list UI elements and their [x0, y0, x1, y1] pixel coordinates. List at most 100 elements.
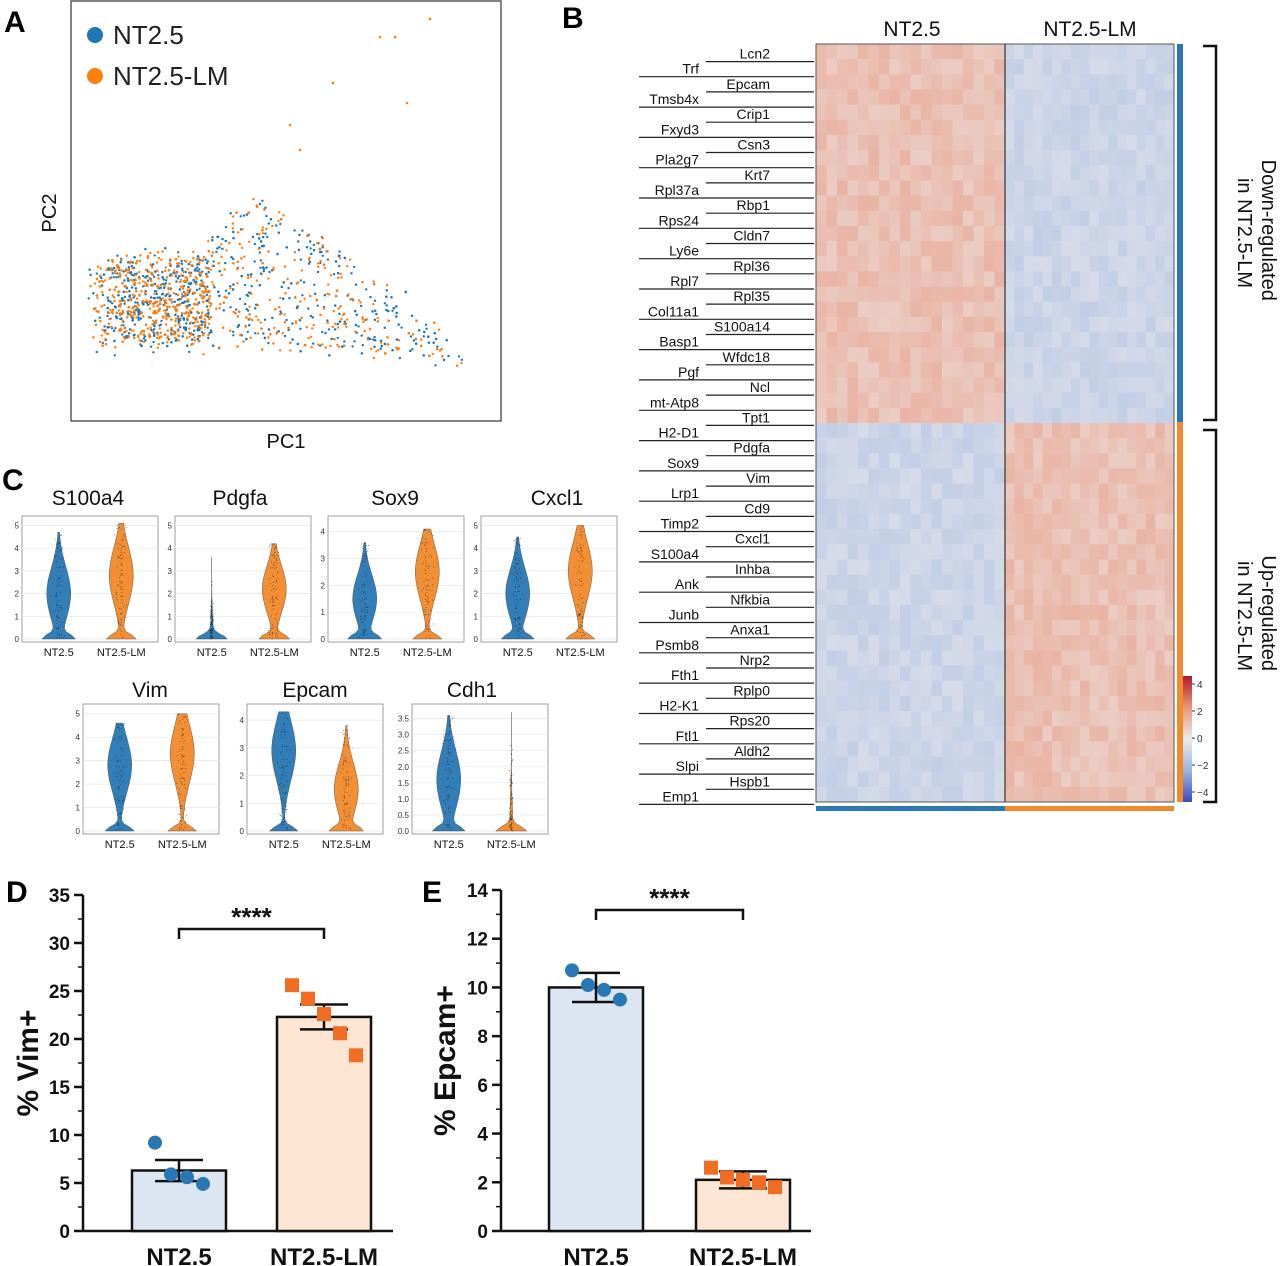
heatmap-cell	[1005, 180, 1015, 196]
violin-point	[57, 578, 59, 580]
scatter-point-nt25	[128, 294, 131, 297]
scatter-point-nt25	[114, 326, 117, 330]
violin-point	[121, 599, 123, 601]
scatter-point-nt25lm	[305, 325, 308, 329]
scatter-point-nt25	[187, 286, 190, 289]
heatmap-cell	[973, 756, 985, 773]
violin-point	[123, 616, 125, 618]
scatter-point-nt25	[240, 274, 243, 278]
violin-point	[55, 574, 57, 576]
violin-point	[115, 594, 117, 595]
violin-point	[423, 610, 425, 612]
scatter-point-nt25lm	[223, 268, 226, 271]
violin-point	[364, 552, 366, 554]
heatmap-cell	[973, 180, 985, 196]
heatmap-cell	[1061, 559, 1072, 575]
scatter-point-nt25lm	[184, 295, 187, 298]
heatmap-cell	[816, 286, 827, 303]
heatmap-cell	[868, 392, 880, 409]
scatter-point-nt25lm	[248, 305, 251, 308]
heatmap-cell	[826, 165, 838, 181]
violin-point	[426, 596, 428, 598]
heatmap-cell	[868, 726, 880, 742]
scatter-point-nt25	[373, 318, 377, 321]
heatmap-cell	[1136, 301, 1147, 318]
scatter-point-nt25	[218, 270, 221, 273]
violin-point	[519, 545, 521, 547]
heatmap-cell	[984, 574, 995, 591]
heatmap-cell	[858, 210, 869, 227]
scatter-point-nt25lm	[154, 319, 158, 322]
scatter-point-nt25lm	[134, 273, 137, 277]
heatmap-cell	[1070, 165, 1081, 181]
heatmap-cell	[952, 498, 964, 515]
heatmap-cell	[1033, 786, 1043, 803]
violin-point	[365, 616, 367, 618]
heatmap-cell	[984, 620, 995, 636]
scatter-point-nt25lm	[326, 250, 329, 253]
scatter-point-nt25	[232, 334, 235, 337]
heatmap-cell	[1136, 134, 1147, 151]
scatter-point-nt25lm	[255, 279, 259, 282]
heatmap-cell	[1023, 453, 1034, 469]
heatmap-cell	[931, 286, 943, 303]
violin-point	[363, 634, 365, 636]
violin-point	[423, 587, 424, 589]
scatter-point-nt25lm	[250, 318, 254, 322]
heatmap-cell	[942, 483, 953, 500]
heatmap-cell	[1061, 529, 1072, 545]
heatmap-cell	[1042, 650, 1053, 666]
scatter-point-nt25	[224, 239, 227, 243]
violin-point	[421, 590, 423, 592]
violin-point	[431, 589, 433, 591]
heatmap-cell	[1014, 104, 1025, 121]
violin-tick-label: 2	[15, 590, 20, 599]
heatmap-cell	[879, 650, 890, 666]
heatmap-cell	[1117, 453, 1128, 469]
heatmap-cell	[1117, 635, 1128, 651]
heatmap-cell	[1033, 513, 1043, 530]
heatmap-cell	[816, 362, 827, 378]
heatmap-cell	[1080, 695, 1090, 712]
scatter-point-nt25lm	[149, 279, 153, 283]
heatmap-cell	[858, 256, 869, 272]
heatmap-cell	[1023, 756, 1034, 773]
gene-label: Cldn7	[733, 228, 770, 244]
scatter-point-nt25	[282, 297, 285, 300]
violin-point	[428, 601, 430, 603]
heatmap-cell	[1089, 347, 1100, 363]
scatter-point-nt25lm	[255, 315, 258, 318]
scatter-point-nt25lm	[248, 313, 251, 316]
heatmap-cell	[942, 180, 953, 196]
violin-point	[518, 616, 520, 618]
scatter-point-nt25	[447, 354, 450, 358]
violin-point	[275, 614, 277, 616]
scatter-point-nt25lm	[231, 222, 235, 225]
heatmap-cell	[1089, 453, 1100, 469]
heatmap-cell	[1005, 438, 1015, 454]
scatter-point-nt25lm	[111, 308, 115, 311]
heatmap-cell	[837, 604, 848, 621]
scatter-point-nt25lm	[437, 328, 441, 331]
heatmap-cell	[1005, 756, 1015, 773]
violin-point	[124, 535, 126, 537]
scatter-point-nt25lm	[249, 275, 253, 278]
scatter-point-nt25lm	[455, 364, 459, 367]
heatmap-cell	[1080, 271, 1090, 287]
heatmap-cell	[1051, 650, 1062, 666]
heatmap-cell	[1005, 786, 1015, 803]
scatter-point-nt25	[207, 311, 210, 314]
scatter-point-nt25	[144, 247, 147, 251]
scatter-point-nt25	[283, 334, 287, 338]
heatmap-cell	[1005, 119, 1015, 136]
scatter-point-nt25	[166, 344, 169, 348]
heatmap-cell	[1014, 210, 1025, 227]
heatmap-cell	[1089, 711, 1100, 727]
scatter-point-nt25	[195, 280, 198, 283]
scatter-point-nt25	[338, 320, 342, 323]
heatmap-cell	[1145, 604, 1156, 621]
heatmap-cell	[826, 59, 838, 75]
scatter-point-nt25lm	[143, 284, 146, 288]
heatmap-cell	[1033, 635, 1043, 651]
scatter-point-nt25lm	[415, 319, 418, 322]
